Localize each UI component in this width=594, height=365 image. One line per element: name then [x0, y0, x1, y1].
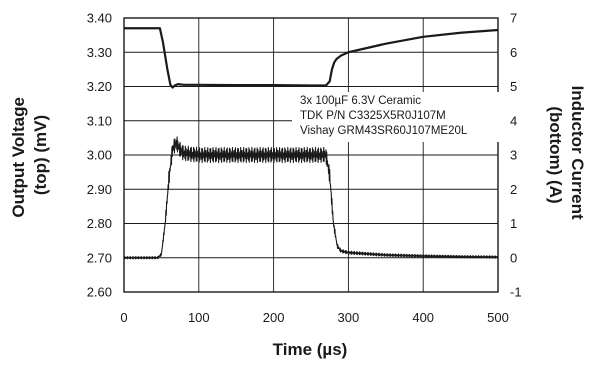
y-right-tick-label: -1 [510, 285, 522, 300]
x-tick-label: 400 [412, 310, 434, 325]
y-left-tick-label: 2.60 [87, 285, 112, 300]
y-left-tick-label: 2.70 [87, 250, 112, 265]
y-left-tick-label: 3.00 [87, 148, 112, 163]
x-tick-labels: 0 100 200 300 400 500 [120, 310, 508, 325]
y-left-tick-label: 3.20 [87, 79, 112, 94]
plot-frame [123, 17, 499, 293]
y-left-tick-label: 3.10 [87, 113, 112, 128]
y-right-axis-title-line-1: Inductor Current [568, 86, 587, 220]
y-right-tick-label: 5 [510, 79, 517, 94]
y-right-tick-label: 0 [510, 250, 517, 265]
x-axis-title: Time (µs) [273, 340, 348, 359]
y-right-tick-label: 4 [510, 113, 517, 128]
y-right-tick-label: 7 [510, 11, 517, 26]
y-left-tick-label: 3.30 [87, 45, 112, 60]
x-tick-label: 100 [188, 310, 210, 325]
y-left-tick-label: 2.90 [87, 182, 112, 197]
y-right-axis-title-line-2: (bottom) (A) [546, 106, 565, 203]
annotation-line-2: TDK P/N C3325X5R0J107M [300, 110, 446, 122]
series-group [123, 27, 499, 260]
y-left-axis-title-line-1: Output Voltage [9, 97, 28, 218]
series-line-output-voltage [124, 27, 499, 89]
y-left-tick-label: 2.80 [87, 216, 112, 231]
y-left-tick-labels: 2.60 2.70 2.80 2.90 3.00 3.10 3.20 3.30 3.40 [87, 11, 112, 300]
y-left-axis-title-line-2: (top) (mV) [31, 115, 50, 195]
y-left-axis-title: Output Voltage (top) (mV) [9, 92, 50, 217]
y-left-tick-label: 3.40 [87, 11, 112, 26]
y-right-tick-label: 2 [510, 182, 517, 197]
y-right-tick-label: 1 [510, 216, 517, 231]
y-right-axis-title: Inductor Current (bottom) (A) [546, 86, 587, 225]
x-tick-label: 0 [120, 310, 127, 325]
y-right-tick-label: 3 [510, 148, 517, 163]
x-tick-label: 200 [263, 310, 285, 325]
annotation-line-1: 3x 100µF 6.3V Ceramic [300, 95, 421, 107]
y-right-tick-labels: -1 0 1 2 3 4 5 6 7 [510, 11, 522, 300]
x-tick-label: 300 [338, 310, 360, 325]
annotation-background [292, 92, 500, 142]
annotation-line-3: Vishay GRM43SR60J107ME20L [300, 125, 468, 137]
x-tick-label: 500 [487, 310, 509, 325]
series-line-inductor-current [123, 136, 499, 260]
y-right-tick-label: 6 [510, 45, 517, 60]
